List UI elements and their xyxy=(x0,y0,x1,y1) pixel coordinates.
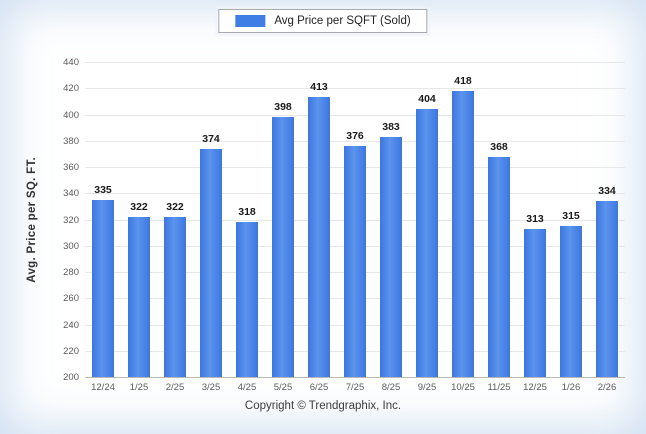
bar xyxy=(380,136,402,377)
y-tick-label: 200 xyxy=(63,372,79,383)
x-tick-label: 12/24 xyxy=(91,382,115,393)
bar xyxy=(128,216,150,377)
bar xyxy=(560,226,582,377)
bar xyxy=(200,148,222,377)
bar-value-label: 368 xyxy=(490,140,508,153)
bar xyxy=(236,222,258,377)
x-tick-label: 1/26 xyxy=(561,382,581,393)
x-tick-label: 3/25 xyxy=(201,382,221,393)
y-tick-label: 340 xyxy=(63,188,79,200)
gridline xyxy=(85,62,625,63)
copyright: Copyright © Trendgraphix, Inc. xyxy=(244,400,402,412)
x-tick-label: 9/25 xyxy=(417,382,437,393)
x-tick-label: 5/25 xyxy=(273,382,293,393)
y-axis-title-wrap: Avg. Price per SQ. FT. xyxy=(22,62,42,377)
x-tick-label: 2/26 xyxy=(597,382,617,393)
bar xyxy=(308,97,330,377)
bar-value-label: 322 xyxy=(130,200,148,213)
bar-value-label: 315 xyxy=(562,210,580,223)
plot-area: 200 220 240 260 280 300 320 340 360 380 400 420 440 3… xyxy=(63,57,625,393)
y-tick-label: 300 xyxy=(63,240,79,252)
y-tick-label: 320 xyxy=(63,214,79,226)
legend-swatch-icon xyxy=(235,15,266,27)
legend: Avg Price per SQFT (Sold) xyxy=(218,9,428,33)
bar-value-label: 413 xyxy=(310,81,328,94)
bar xyxy=(488,156,510,377)
bar-value-label: 383 xyxy=(382,120,400,133)
y-axis-title: Avg. Price per SQ. FT. xyxy=(26,156,38,283)
legend-label: Avg Price per SQFT (Sold) xyxy=(274,15,411,27)
x-tick-label: 11/25 xyxy=(487,382,511,393)
gridline xyxy=(85,88,625,90)
x-tick-label: 6/25 xyxy=(309,382,329,393)
bar-value-label: 335 xyxy=(94,183,112,196)
bar xyxy=(416,109,438,377)
y-tick-label: 400 xyxy=(63,109,79,121)
bar-value-label: 313 xyxy=(526,212,544,225)
y-tick-label: 220 xyxy=(63,345,79,357)
bar xyxy=(92,199,114,377)
x-tick-label: 4/25 xyxy=(237,382,257,393)
bar-value-label: 404 xyxy=(418,93,436,106)
gridline xyxy=(85,140,625,142)
bar-value-label: 374 xyxy=(202,132,220,145)
bar-value-label: 322 xyxy=(166,200,184,213)
y-tick-label: 260 xyxy=(63,293,79,305)
x-tick-label: 8/25 xyxy=(381,382,401,393)
y-tick-label: 360 xyxy=(63,162,79,173)
x-tick-label: 12/25 xyxy=(523,382,547,393)
bar xyxy=(452,90,474,377)
y-tick-label: 240 xyxy=(63,319,79,331)
bar-value-label: 398 xyxy=(274,101,292,114)
bar-value-label: 318 xyxy=(238,206,256,219)
x-tick-label: 2/25 xyxy=(165,382,185,393)
y-tick-label: 440 xyxy=(63,57,79,68)
bar-value-label: 376 xyxy=(346,130,364,142)
bar-value-label: 334 xyxy=(598,185,616,198)
bar xyxy=(596,201,618,377)
bar xyxy=(164,216,186,377)
x-tick-label: 7/25 xyxy=(345,382,365,393)
y-tick-label: 420 xyxy=(63,83,79,95)
y-tick-label: 380 xyxy=(63,135,79,147)
x-tick-label: 10/25 xyxy=(451,382,475,393)
bar xyxy=(524,228,546,377)
bar xyxy=(344,146,366,377)
bar xyxy=(272,117,294,377)
bar-value-label: 418 xyxy=(454,74,472,87)
y-tick-label: 280 xyxy=(63,267,79,278)
x-tick-label: 1/25 xyxy=(129,382,149,393)
gridline xyxy=(85,114,625,116)
